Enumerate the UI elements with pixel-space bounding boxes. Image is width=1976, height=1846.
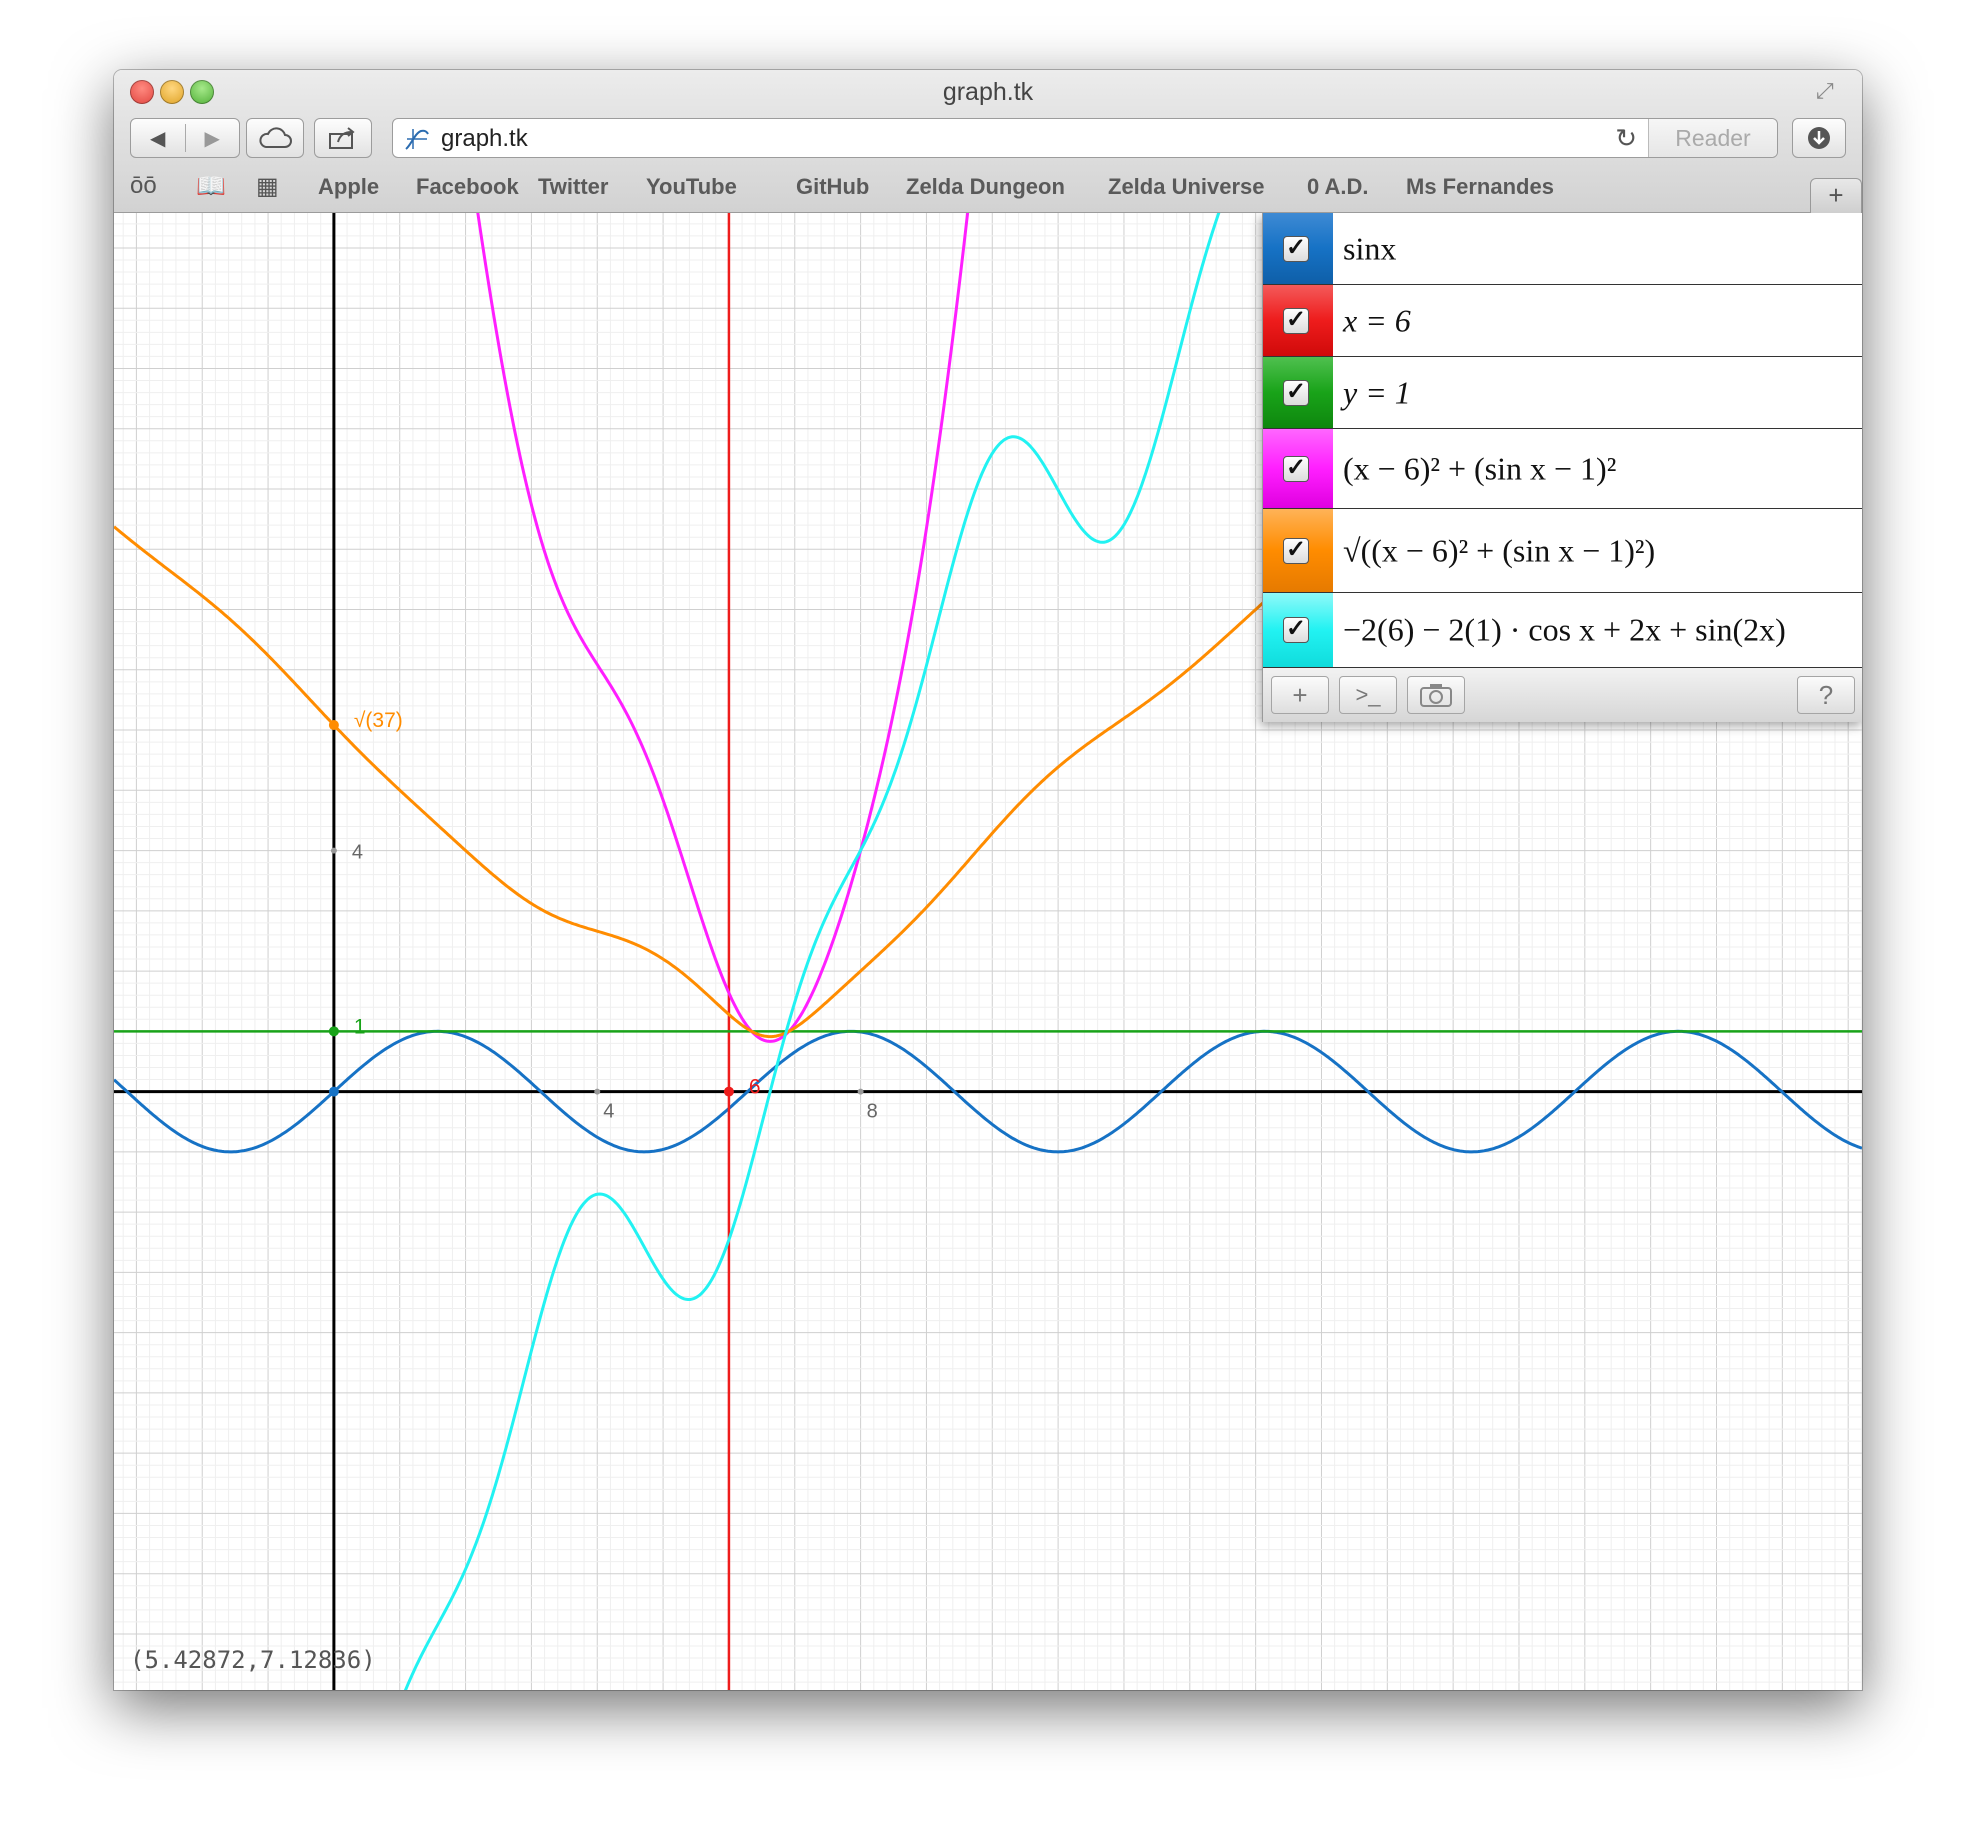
reading-list-glasses-icon[interactable]: ōō [130,172,157,199]
point-label: 6 [749,1076,761,1099]
visibility-checkbox[interactable]: ✓ [1283,379,1309,406]
console-button[interactable]: >_ [1339,676,1397,714]
bookmark-facebook[interactable]: Facebook [416,174,519,199]
title-bar: graph.tk ⤢ ◀ ▶ graph.tk ↻ Reader ōō 📖 ▦ … [114,70,1862,213]
graph-page: 4 8 4 √(37) 1 6 (5.42872,7.12836) ✓ sinx ✓ x … [114,213,1862,1690]
equation-text[interactable]: √((x − 6)² + (sin x − 1)²) [1343,532,1656,568]
equation-row-distance-squared[interactable]: ✓ (x − 6)² + (sin x − 1)² [1263,429,1862,509]
curve--2-6-2-1-cosx-2x-sin-2x- [403,213,1221,1690]
bookmarks-bar: ōō 📖 ▦ Apple Facebook Twitter YouTube Gi… [114,166,1862,213]
downloads-button[interactable] [1792,118,1846,158]
point-marker [328,720,339,731]
point-marker [328,1026,339,1037]
help-button[interactable]: ? [1797,676,1855,714]
equation-row-sinx[interactable]: ✓ sinx [1263,213,1862,285]
minimize-window-button[interactable] [160,80,184,104]
equation-panel-toolbar: + >_ ? [1263,668,1862,722]
top-sites-grid-icon[interactable]: ▦ [256,173,279,200]
visibility-checkbox[interactable]: ✓ [1283,537,1309,564]
reload-icon[interactable]: ↻ [1615,123,1637,153]
y-tick-label: 4 [352,842,363,864]
browser-window: graph.tk ⤢ ◀ ▶ graph.tk ↻ Reader ōō 📖 ▦ … [114,70,1862,1690]
bookmark-youtube[interactable]: YouTube [646,174,737,199]
cursor-coordinates: (5.42872,7.12836) [130,1646,376,1674]
cloud-icon [259,127,292,148]
x-tick-mark [857,1088,864,1095]
graph-favicon-icon [405,129,429,150]
equation-panel: ✓ sinx ✓ x = 6 ✓ y = 1 ✓ (x − 6)² + (sin… [1262,213,1862,722]
url-text: graph.tk [441,125,528,152]
x-tick-label: 4 [603,1101,614,1123]
share-icon [329,127,355,149]
reader-button[interactable]: Reader [1648,119,1777,157]
zoom-window-button[interactable] [190,80,214,104]
window-title: graph.tk [942,78,1034,106]
fullscreen-icon[interactable]: ⤢ [1816,78,1834,103]
equation-text[interactable]: x = 6 [1343,302,1411,338]
bookmark-ms-fernandes[interactable]: Ms Fernandes [1406,174,1554,199]
visibility-checkbox[interactable]: ✓ [1283,455,1309,482]
close-window-button[interactable] [130,80,154,104]
bookmark-zelda-universe[interactable]: Zelda Universe [1108,174,1265,199]
point-label: 1 [354,1015,366,1038]
equation-text[interactable]: sinx [1343,230,1397,266]
y-tick-mark [330,847,337,854]
download-icon [1808,127,1830,149]
x-tick-mark [594,1088,601,1095]
bookmark-0ad[interactable]: 0 A.D. [1307,174,1369,199]
back-forward-buttons: ◀ ▶ [130,118,240,158]
equation-row-distance[interactable]: ✓ √((x − 6)² + (sin x − 1)²) [1263,509,1862,593]
curve--x-6-2-sinx-1-2 [476,213,970,1043]
curve-sinx [114,1029,1862,1154]
bookmark-zelda-dungeon[interactable]: Zelda Dungeon [906,174,1065,199]
point-label: √(37) [354,709,403,732]
nav-divider [184,124,186,152]
equation-text[interactable]: (x − 6)² + (sin x − 1)² [1343,450,1617,486]
equation-row-x6[interactable]: ✓ x = 6 [1263,285,1862,357]
bookmarks-book-icon[interactable]: 📖 [196,173,226,200]
visibility-checkbox[interactable]: ✓ [1283,617,1309,643]
point-marker [328,1086,339,1097]
bookmark-twitter[interactable]: Twitter [538,174,609,199]
visibility-checkbox[interactable]: ✓ [1283,235,1309,262]
visibility-checkbox[interactable]: ✓ [1283,307,1309,334]
x-tick-label: 8 [867,1101,878,1123]
equation-text[interactable]: −2(6) − 2(1) · cos x + 2x + sin(2x) [1343,611,1786,648]
add-equation-button[interactable]: + [1271,676,1329,714]
bookmark-github[interactable]: GitHub [796,174,870,199]
camera-icon [1420,684,1452,707]
address-bar[interactable]: graph.tk ↻ Reader [392,118,1778,158]
forward-icon[interactable]: ▶ [204,127,220,150]
bookmark-apple[interactable]: Apple [318,174,380,199]
equation-row-y1[interactable]: ✓ y = 1 [1263,357,1862,429]
point-marker [723,1086,734,1097]
share-button[interactable] [314,118,372,158]
equation-text[interactable]: y = 1 [1343,374,1411,410]
icloud-tabs-button[interactable] [246,118,304,158]
screenshot-button[interactable] [1407,676,1465,714]
equation-row-derivative[interactable]: ✓ −2(6) − 2(1) · cos x + 2x + sin(2x) [1263,593,1862,668]
back-icon[interactable]: ◀ [150,127,166,150]
new-tab-button[interactable]: + [1810,178,1862,213]
